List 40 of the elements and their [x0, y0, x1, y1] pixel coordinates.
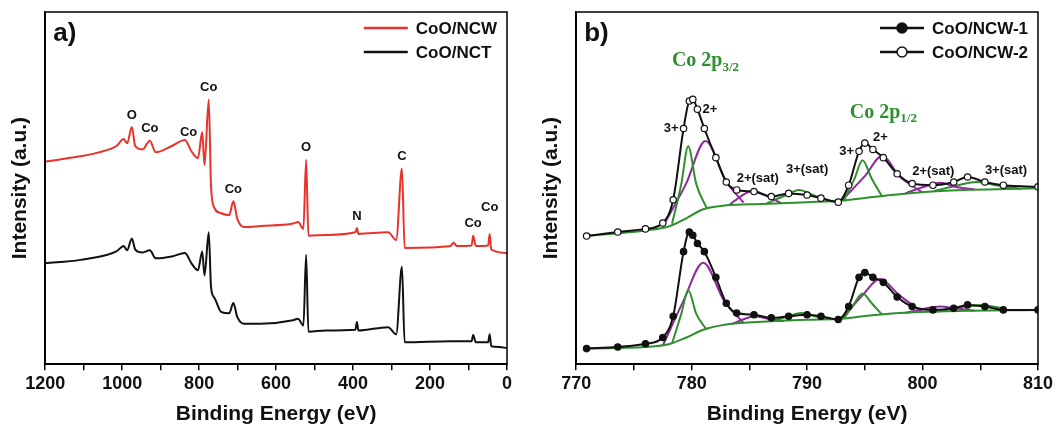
- annotation: C: [397, 148, 408, 164]
- text: a): [53, 17, 77, 48]
- annotation: O: [126, 106, 137, 122]
- x-tick-label: 600: [261, 372, 292, 393]
- x-tick-label: 400: [338, 372, 369, 393]
- x-tick-label: 800: [907, 372, 938, 393]
- x-tick-label: 810: [1022, 372, 1054, 393]
- x-tick-label: 800: [184, 372, 215, 393]
- annotation: Co: [200, 78, 218, 94]
- annotation: 3+(sat): [984, 161, 1028, 177]
- x-tick-label: 1200: [25, 372, 66, 393]
- annotation: Co: [464, 215, 482, 231]
- annotation: Co: [179, 123, 198, 139]
- annotation: N: [352, 207, 362, 223]
- annotation: 2+(sat): [736, 169, 779, 185]
- y-axis-title: Intensity (a.u.): [538, 116, 562, 260]
- annotation: Co: [141, 120, 159, 136]
- x-tick-label: 200: [415, 372, 446, 393]
- text: b): [584, 17, 609, 48]
- x-tick-label: 790: [792, 372, 823, 393]
- x-tick-label: 1000: [102, 372, 143, 393]
- legend-label: CoO/NCW-2: [932, 42, 1028, 62]
- annotation: 3+: [663, 120, 679, 136]
- annotation: O: [301, 139, 312, 155]
- annotation: Co: [224, 180, 243, 196]
- x-tick-label: 0: [501, 372, 513, 393]
- legend-label: CoO/NCW-1: [932, 18, 1028, 38]
- annotation: Co: [481, 199, 499, 215]
- x-axis-title: Binding Energy (eV): [175, 401, 377, 425]
- annotation: 2+: [872, 129, 889, 145]
- x-axis-title: Binding Energy (eV): [706, 401, 908, 425]
- annotation: 3+(sat): [785, 160, 829, 176]
- x-tick-label: 780: [676, 372, 707, 393]
- annotation: 3+: [839, 142, 855, 158]
- legend-label: CoO/NCT: [415, 42, 492, 62]
- annotation: 2+(sat): [912, 163, 955, 179]
- legend-label: CoO/NCW: [415, 18, 498, 38]
- y-axis-title: Intensity (a.u.): [7, 116, 31, 260]
- annotation: 2+: [702, 100, 718, 116]
- x-tick-label: 770: [561, 372, 592, 393]
